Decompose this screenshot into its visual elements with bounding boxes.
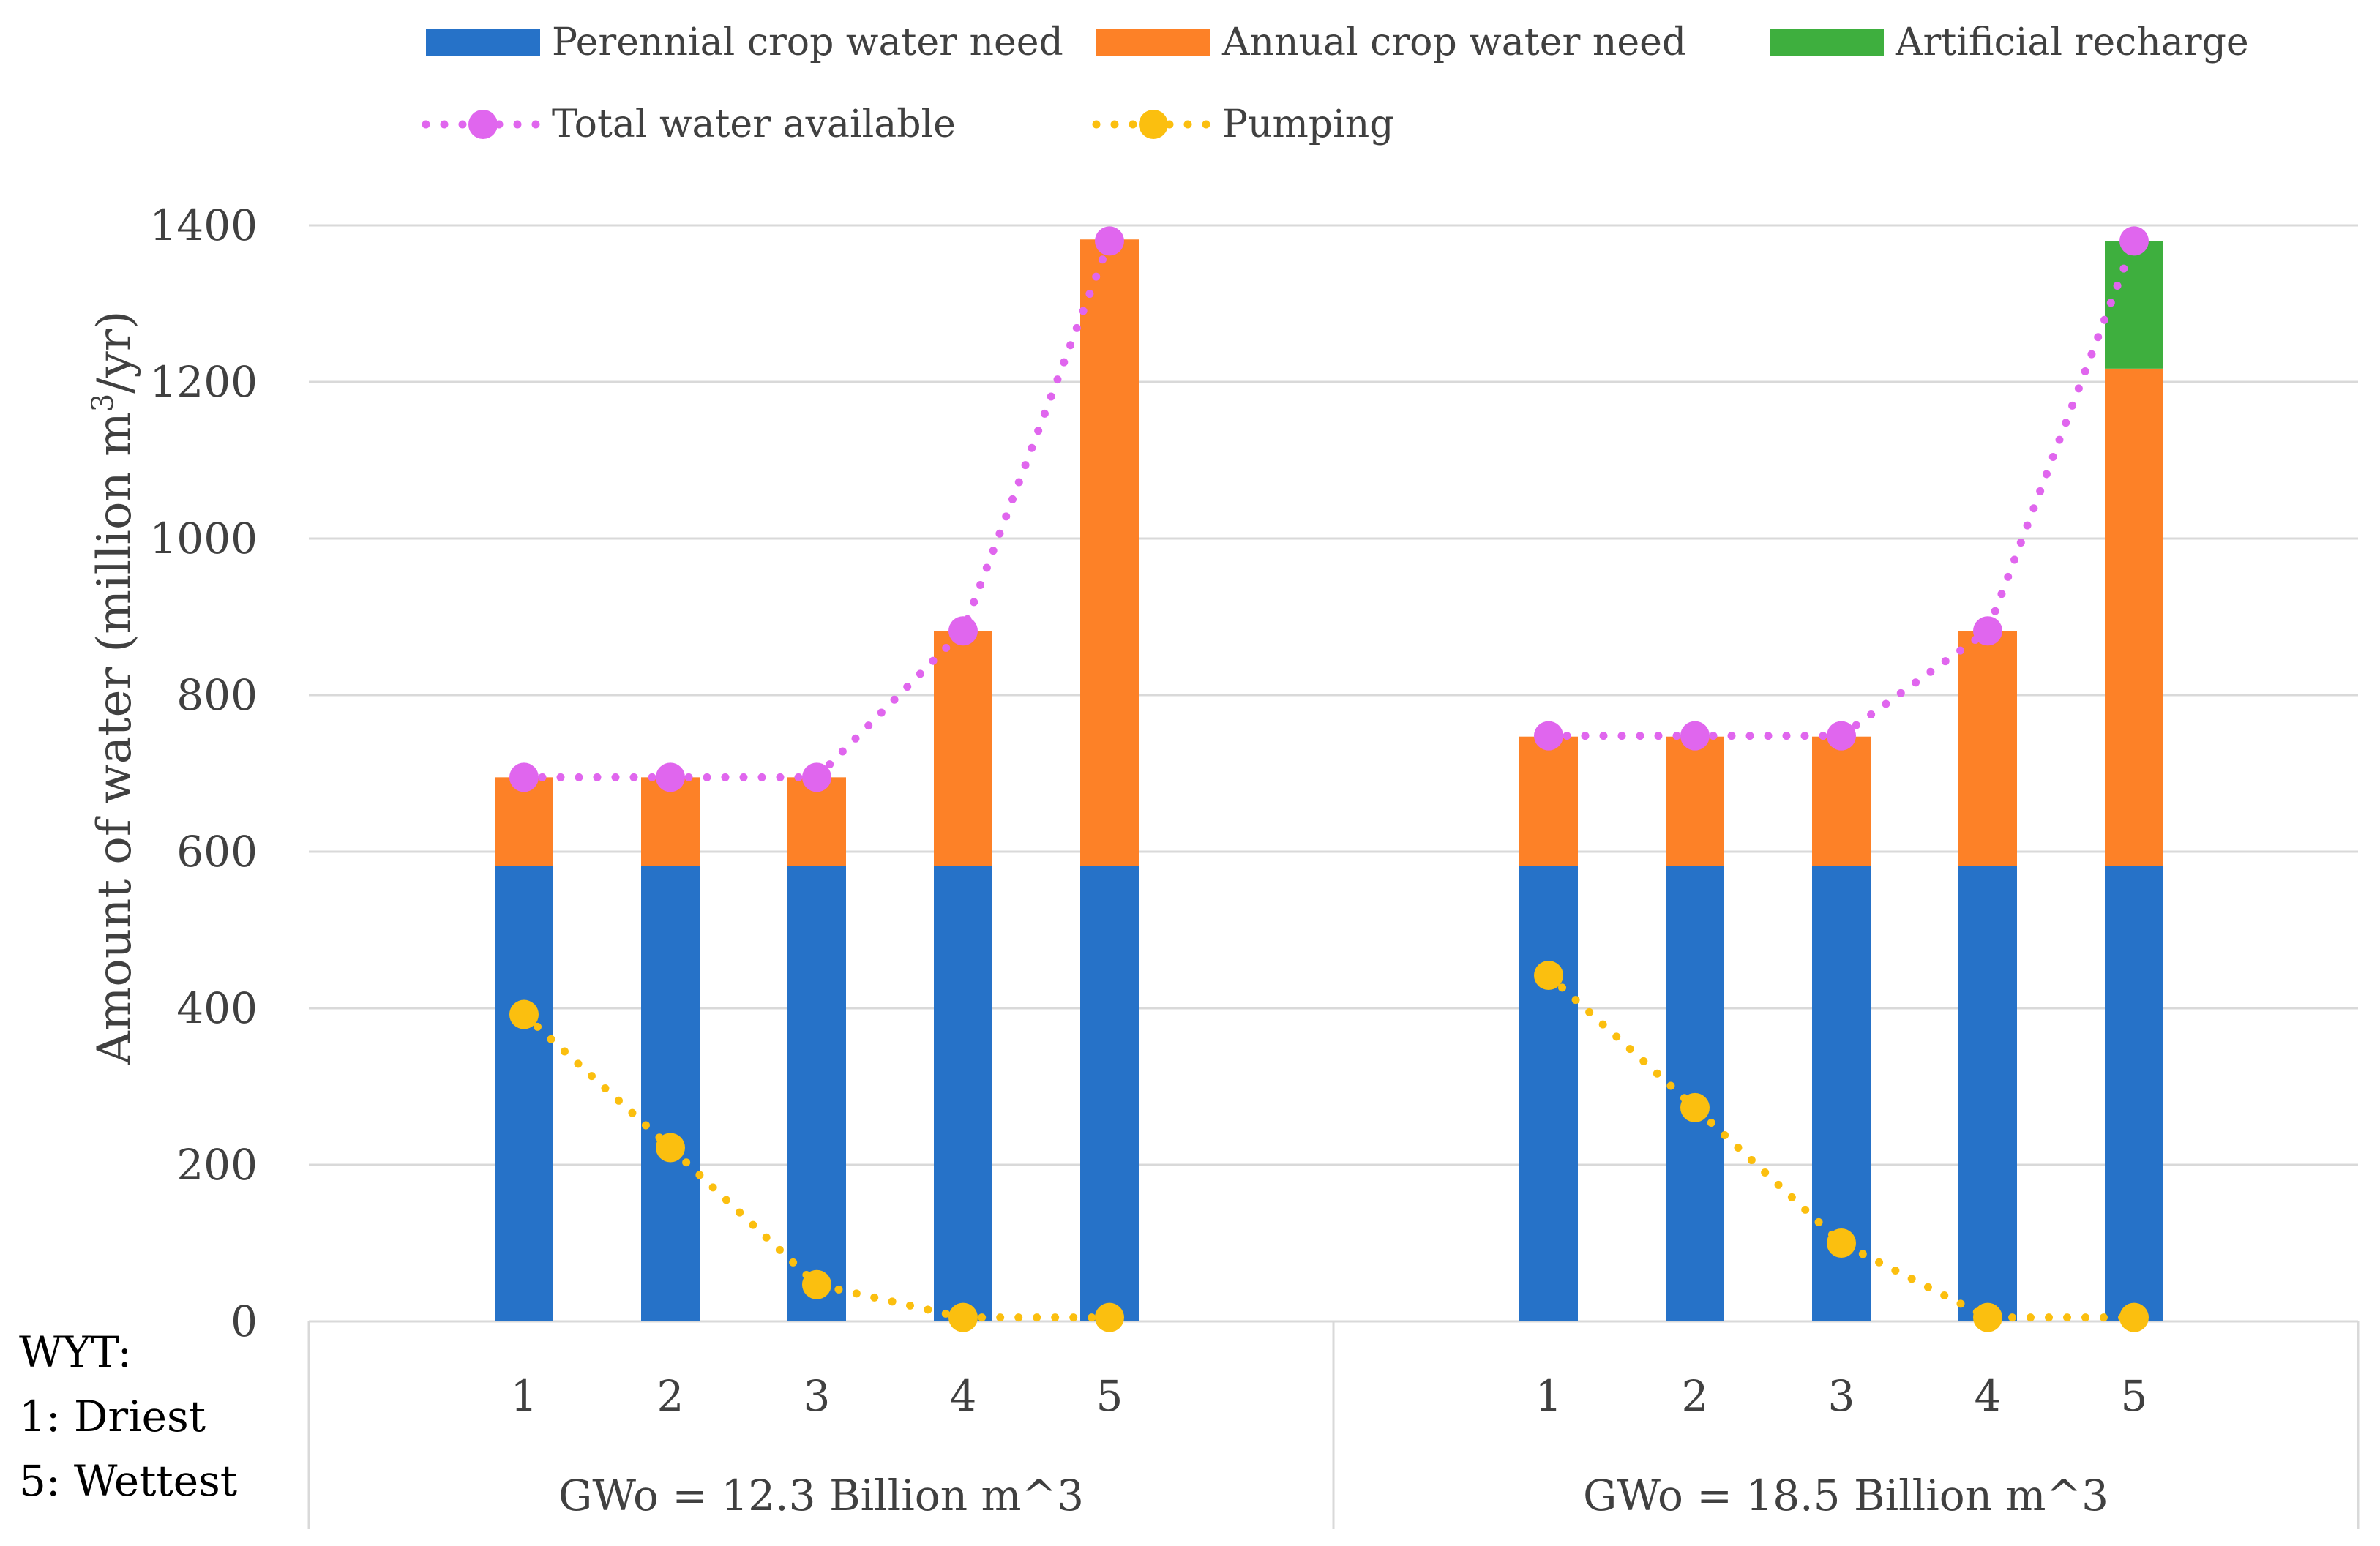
- y-tick-label: 1200: [149, 357, 258, 407]
- marker-total-water-available: [2119, 226, 2149, 256]
- y-axis-label: Amount of water (million m3/yr): [86, 310, 142, 1065]
- x-tick-label: 5: [2121, 1371, 2148, 1421]
- x-tick-label: 1: [1535, 1371, 1563, 1421]
- bar-annual-crop-water-need: [1666, 736, 1724, 866]
- marker-pumping: [948, 1302, 978, 1332]
- bar-perennial-crop-water-need: [641, 866, 700, 1321]
- legend-label-artificial-recharge: Artificial recharge: [1895, 20, 2249, 64]
- y-tick-label: 0: [231, 1297, 258, 1346]
- bar-perennial-crop-water-need: [934, 866, 992, 1321]
- marker-total-water-available: [656, 762, 685, 792]
- marker-pumping: [2119, 1302, 2149, 1332]
- x-tick-label: 3: [1828, 1371, 1855, 1421]
- marker-total-water-available: [948, 616, 978, 646]
- x-tick-label: 2: [1682, 1371, 1709, 1421]
- bar-artificial-recharge: [2105, 241, 2163, 369]
- legend-swatch-perennial-crop-water-need: [426, 29, 540, 56]
- marker-pumping: [509, 999, 539, 1029]
- wyt-note-driest: 1: Driest: [19, 1392, 206, 1441]
- marker-total-water-available: [802, 762, 831, 792]
- legend-marker-pumping: [1139, 110, 1168, 139]
- bar-annual-crop-water-need: [1080, 239, 1139, 866]
- bar-perennial-crop-water-need: [1958, 866, 2017, 1321]
- legend-label-total-water-available: Total water available: [552, 102, 956, 146]
- x-tick-label: 4: [1975, 1371, 2002, 1421]
- bar-perennial-crop-water-need: [1080, 866, 1139, 1321]
- group-label: GWo = 12.3 Billion m^3: [558, 1471, 1084, 1520]
- x-tick-label: 3: [804, 1371, 831, 1421]
- line-total-water-available: [520, 236, 1114, 781]
- marker-pumping: [802, 1269, 831, 1299]
- legend-label-pumping: Pumping: [1222, 102, 1393, 146]
- x-tick-label: 5: [1096, 1371, 1123, 1421]
- y-tick-label: 200: [176, 1140, 258, 1190]
- bar-annual-crop-water-need: [1958, 631, 2017, 866]
- marker-pumping: [656, 1133, 685, 1163]
- marker-total-water-available: [1680, 721, 1710, 751]
- legend: Perennial crop water need Annual crop wat…: [422, 20, 2249, 146]
- bar-perennial-crop-water-need: [787, 866, 846, 1321]
- bar-annual-crop-water-need: [934, 631, 992, 866]
- y-tick-label: 400: [176, 983, 258, 1033]
- bar-perennial-crop-water-need: [495, 866, 553, 1321]
- marker-total-water-available: [1973, 616, 2002, 646]
- marker-pumping: [1827, 1228, 1856, 1258]
- bar-annual-crop-water-need: [787, 777, 846, 866]
- line-total-water-available: [1544, 236, 2138, 740]
- bars: [495, 239, 2163, 1321]
- marker-pumping: [1680, 1092, 1710, 1122]
- legend-marker-total-water-available: [468, 110, 498, 139]
- group-label: GWo = 18.5 Billion m^3: [1583, 1471, 2108, 1520]
- bar-perennial-crop-water-need: [2105, 866, 2163, 1321]
- x-tick-label: 2: [657, 1371, 684, 1421]
- x-tick-label: 1: [511, 1371, 538, 1421]
- bar-annual-crop-water-need: [641, 777, 700, 866]
- y-tick-label: 600: [176, 827, 258, 877]
- legend-swatch-artificial-recharge: [1770, 29, 1884, 56]
- line-pumping: [1544, 971, 2138, 1322]
- y-tick-label: 1000: [149, 514, 258, 563]
- marker-pumping: [1973, 1302, 2002, 1332]
- tick-labels: 0 200 400 600 800 1000 1200 1400 1 2 3 4 5 GWo = 12.3…: [149, 200, 2147, 1520]
- bar-annual-crop-water-need: [1519, 736, 1578, 866]
- x-tick-label: 4: [950, 1371, 977, 1421]
- y-tick-label: 1400: [149, 200, 258, 250]
- y-axis-label-superscript: 3: [86, 394, 120, 412]
- bar-annual-crop-water-need: [495, 777, 553, 866]
- marker-total-water-available: [1827, 721, 1856, 751]
- wyt-note-title: WYT:: [19, 1327, 132, 1377]
- gridlines: [309, 224, 2358, 1166]
- marker-total-water-available: [509, 762, 539, 792]
- marker-pumping: [1095, 1302, 1124, 1332]
- legend-label-annual-crop-water-need: Annual crop water need: [1221, 20, 1686, 64]
- bar-perennial-crop-water-need: [1519, 866, 1578, 1321]
- legend-label-perennial-crop-water-need: Perennial crop water need: [552, 20, 1063, 64]
- marker-pumping: [1534, 961, 1563, 991]
- line-pumping: [520, 1010, 1114, 1322]
- line-series: [509, 226, 2149, 1332]
- y-tick-label: 800: [176, 670, 258, 720]
- marker-total-water-available: [1534, 721, 1563, 751]
- marker-total-water-available: [1095, 226, 1124, 256]
- legend-swatch-annual-crop-water-need: [1096, 29, 1210, 56]
- wyt-note-wettest: 5: Wettest: [19, 1456, 237, 1506]
- bar-annual-crop-water-need: [1812, 736, 1871, 866]
- bar-annual-crop-water-need: [2105, 368, 2163, 866]
